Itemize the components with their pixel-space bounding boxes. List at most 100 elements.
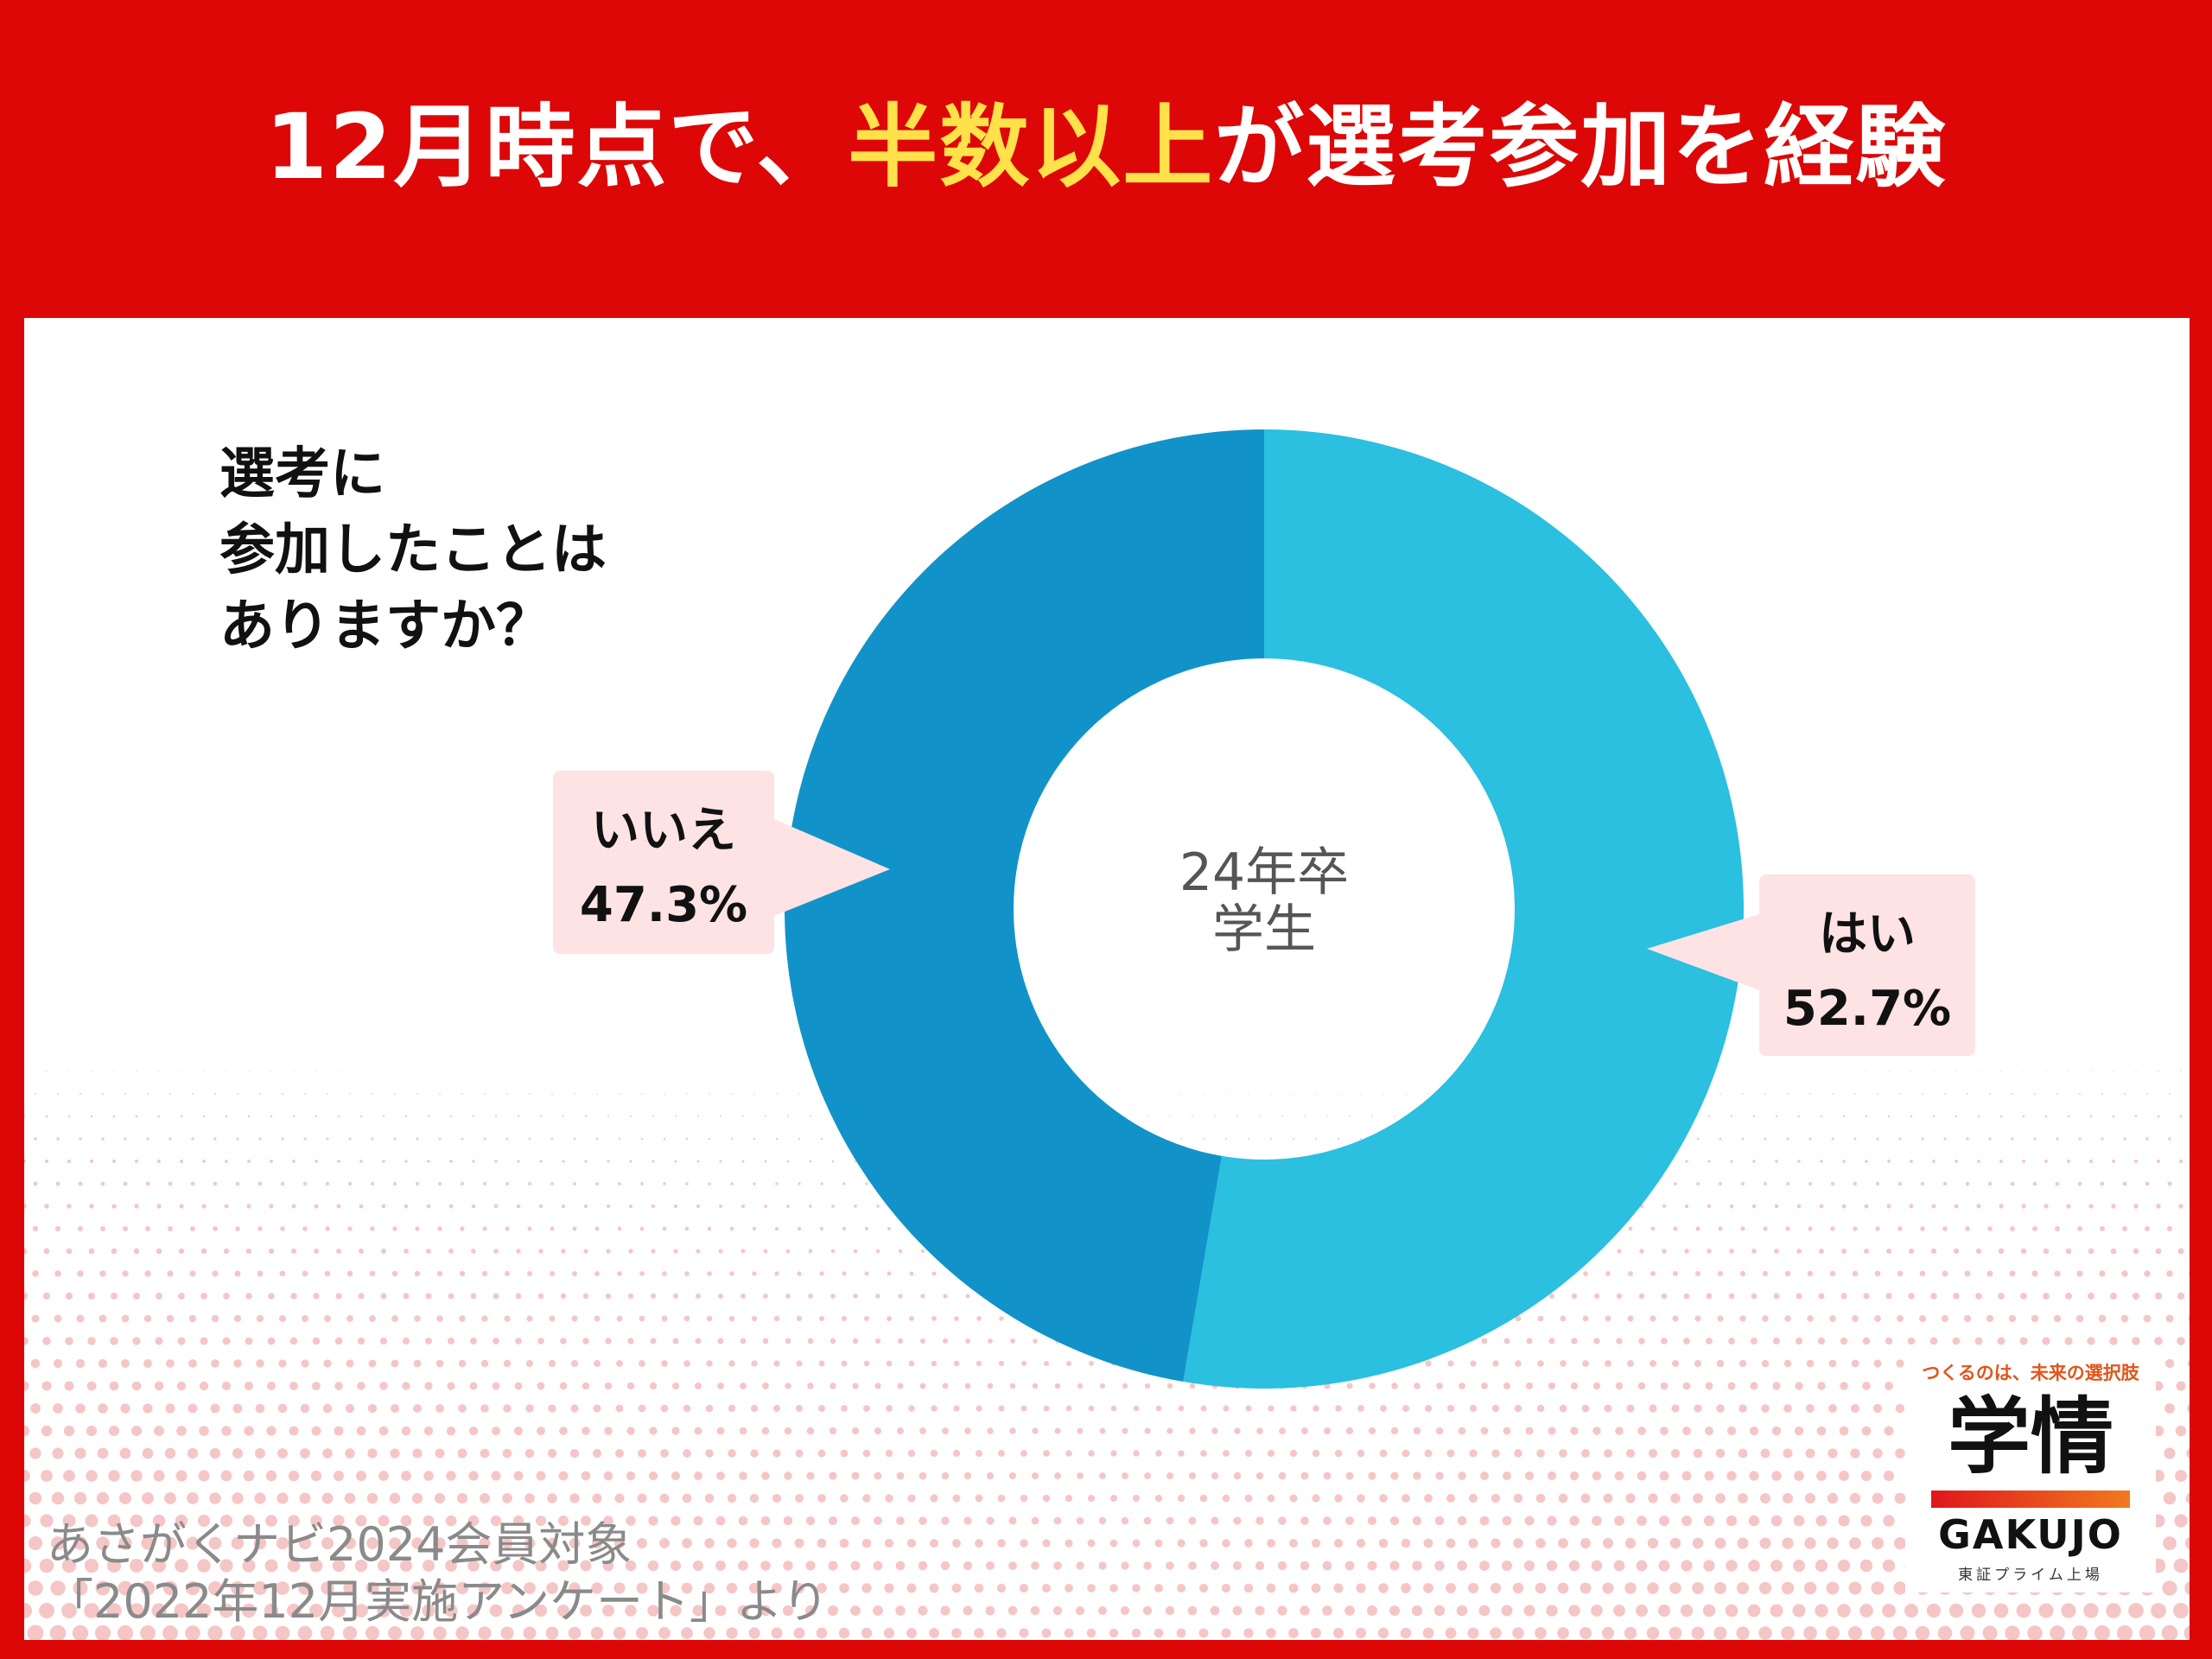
halftone-dot [242,1559,256,1573]
halftone-dot [109,1381,119,1391]
halftone-dot [344,1537,356,1549]
halftone-dot [2033,1137,2037,1141]
halftone-dot [2111,1159,2116,1164]
halftone-dot [162,1625,178,1640]
halftone-dot [222,1337,231,1345]
halftone-dot [197,1514,211,1528]
halftone-dot [1657,1604,1671,1618]
halftone-dot [1816,1426,1827,1436]
center-label-line-2: 学生 [1212,899,1316,960]
halftone-dot [1560,1360,1567,1367]
halftone-dot [741,1205,745,1208]
halftone-dot [1761,1359,1770,1368]
halftone-dot [1255,1560,1265,1571]
halftone-dot [2156,1159,2161,1164]
halftone-dot [1502,1560,1512,1571]
halftone-dot [818,1315,825,1322]
halftone-dot [458,1359,467,1368]
halftone-dot [539,1160,543,1163]
halftone-dot [1177,1494,1185,1503]
halftone-dot [456,1492,468,1504]
halftone-dot [1804,1492,1816,1504]
halftone-dot [214,1093,216,1095]
halftone-dot [281,1137,284,1141]
halftone-dot [1694,1359,1702,1368]
halftone-dot [920,1249,925,1254]
halftone-dot [1337,1137,1340,1141]
halftone-dot [626,1516,636,1526]
halftone-dot [861,1538,872,1548]
halftone-dot [1684,1204,1689,1209]
halftone-dot [1909,1204,1914,1209]
halftone-dot [1088,1450,1095,1457]
halftone-dot [135,1160,138,1163]
halftone-dot [976,1405,982,1412]
halftone-dot [504,1315,511,1322]
halftone-dot [2172,1602,2190,1619]
halftone-dot [715,1516,726,1526]
halftone-dot [1109,1628,1119,1638]
halftone-dot [1390,1471,1399,1480]
halftone-dot [1784,1270,1791,1277]
halftone-dot [1714,1537,1726,1549]
halftone-dot [1815,1559,1828,1573]
halftone-dot [1941,1314,1949,1323]
halftone-dot [2079,1093,2081,1095]
halftone-dot [1359,1137,1363,1141]
halftone-dot [987,1382,994,1389]
halftone-dot [1615,1382,1624,1390]
halftone-dot [1820,1160,1823,1163]
halftone-dot [2162,1580,2177,1596]
halftone-dot [445,1560,457,1572]
halftone-dot [750,1404,759,1413]
halftone-dot [131,1381,142,1391]
halftone-dot [1041,1628,1052,1638]
halftone-dot [603,1471,613,1481]
halftone-dot [436,1270,443,1277]
halftone-dot [731,1093,733,1095]
halftone-dot [175,1559,188,1573]
halftone-dot [1547,1516,1557,1526]
halftone-dot [606,1249,611,1254]
halftone-dot [975,1494,983,1503]
halftone-dot [671,1471,681,1481]
halftone-dot [639,1271,645,1276]
halftone-dot [2164,1403,2175,1414]
halftone-dot [539,1115,543,1118]
halftone-dot [1405,1093,1407,1095]
halftone-dot [322,1403,333,1414]
halftone-dot [1758,1581,1772,1595]
halftone-dot [389,1492,401,1504]
halftone-dot [602,1560,614,1572]
halftone-dot [692,1605,704,1617]
halftone-dot [930,1494,938,1503]
halftone-dot [1926,1603,1942,1618]
halftone-dot [67,1159,72,1164]
halftone-dot [705,1449,714,1458]
halftone-dot [369,1315,376,1322]
halftone-dot [2044,1204,2049,1209]
halftone-dot [1649,1315,1656,1322]
halftone-dot [1649,1359,1657,1368]
halftone-dot [1987,1226,1993,1231]
halftone-dot [39,1603,54,1618]
halftone-dot [887,1226,892,1231]
halftone-dot [1089,1361,1094,1366]
halftone-dot [1323,1471,1332,1480]
halftone-dot [168,1137,172,1141]
halftone-dot [1738,1359,1747,1368]
halftone-dot [1312,1449,1320,1458]
halftone-dot [1109,1539,1118,1548]
halftone-dot [288,1470,300,1482]
halftone-dot [1602,1582,1614,1594]
halftone-dot [1458,1427,1466,1435]
halftone-dot [738,1516,748,1526]
halftone-dot [230,1625,245,1640]
halftone-dot [1065,1494,1073,1503]
halftone-dot [885,1449,893,1458]
halftone-dot [75,1403,86,1414]
halftone-dot [1313,1405,1319,1412]
halftone-dot [1646,1626,1660,1640]
halftone-dot [257,1181,263,1186]
